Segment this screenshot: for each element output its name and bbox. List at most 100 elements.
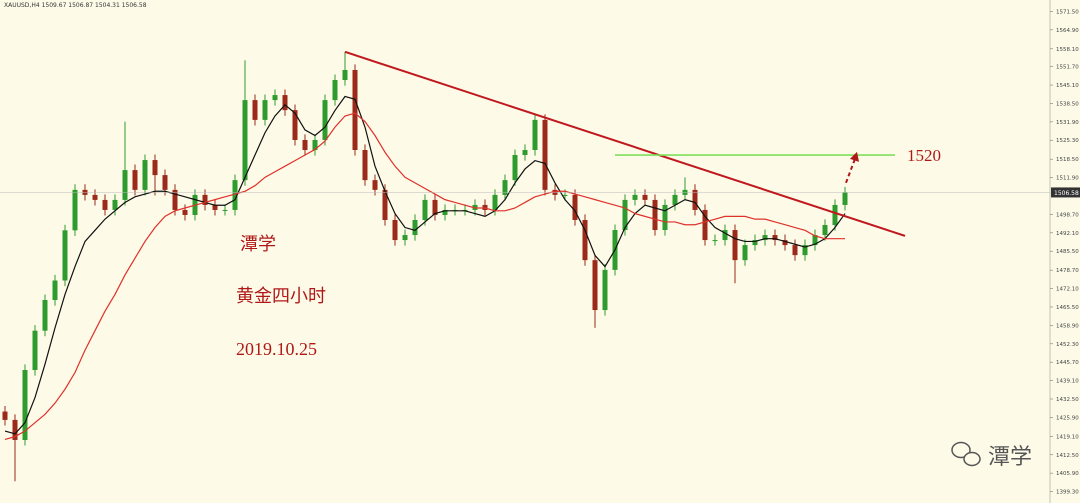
candle-body bbox=[702, 209, 708, 241]
candle-body bbox=[282, 95, 288, 111]
candle-body bbox=[602, 269, 608, 311]
forecast-arrow-head bbox=[850, 151, 859, 162]
y-tick-label: 1485.50 bbox=[1056, 249, 1079, 255]
candle-body bbox=[92, 194, 98, 200]
candle-body bbox=[302, 139, 308, 151]
candle-body bbox=[382, 189, 388, 220]
candle-body bbox=[752, 240, 758, 246]
candle-body bbox=[772, 235, 778, 241]
candle-body bbox=[442, 209, 448, 215]
candle-body bbox=[132, 170, 138, 190]
candle-body bbox=[322, 100, 328, 140]
moving-average bbox=[4, 112, 845, 441]
candle-body bbox=[332, 80, 338, 101]
candle-body bbox=[572, 194, 578, 220]
candle-body bbox=[22, 370, 28, 440]
candle-body bbox=[292, 110, 298, 140]
candle-body bbox=[62, 230, 68, 281]
candle-body bbox=[32, 330, 38, 371]
candle-body bbox=[802, 245, 808, 256]
candle-body bbox=[252, 100, 258, 120]
y-tick-label: 1531.90 bbox=[1056, 120, 1079, 126]
forecast-arrow bbox=[845, 158, 856, 184]
y-tick-label: 1525.30 bbox=[1056, 138, 1079, 144]
candle-body bbox=[542, 119, 548, 190]
y-tick-label: 1412.50 bbox=[1056, 453, 1079, 459]
candle-body bbox=[362, 150, 368, 181]
last-price-label: 1506.58 bbox=[1054, 190, 1079, 197]
candle-body bbox=[422, 199, 428, 220]
candle-body bbox=[212, 204, 218, 210]
candle-body bbox=[182, 209, 188, 215]
y-tick-label: 1498.70 bbox=[1056, 212, 1079, 218]
candle-body bbox=[742, 245, 748, 261]
y-tick-label: 1452.30 bbox=[1056, 342, 1079, 348]
y-tick-label: 1432.50 bbox=[1056, 397, 1079, 403]
candle-body bbox=[662, 204, 668, 231]
watermark: 潭学 bbox=[988, 445, 1032, 470]
candle-body bbox=[732, 230, 738, 261]
y-tick-label: 1551.70 bbox=[1056, 65, 1079, 71]
candle-body bbox=[492, 194, 498, 210]
candle-body bbox=[262, 100, 268, 120]
annotation: 潭学 bbox=[240, 234, 276, 254]
candle-body bbox=[622, 199, 628, 231]
candle-body bbox=[842, 192, 848, 205]
candle-body bbox=[142, 160, 148, 190]
candle-body bbox=[2, 411, 8, 420]
candle-body bbox=[812, 235, 818, 246]
y-tick-label: 1564.90 bbox=[1056, 28, 1079, 34]
candle-body bbox=[242, 100, 248, 181]
candle-body bbox=[532, 119, 538, 151]
candle-body bbox=[822, 225, 828, 236]
candle-body bbox=[522, 150, 528, 156]
candle-body bbox=[42, 300, 48, 331]
candle-body bbox=[152, 160, 158, 176]
moving-average bbox=[4, 95, 846, 435]
candle-body bbox=[792, 245, 798, 256]
y-tick-label: 1399.30 bbox=[1056, 490, 1079, 496]
candle-body bbox=[692, 189, 698, 210]
candle-body bbox=[172, 189, 178, 210]
y-tick-label: 1439.10 bbox=[1056, 379, 1079, 385]
trendline bbox=[344, 50, 906, 237]
y-tick-label: 1478.70 bbox=[1056, 268, 1079, 274]
candle-body bbox=[122, 170, 128, 200]
candle-body bbox=[722, 230, 728, 241]
candle-body bbox=[12, 419, 18, 440]
candle-body bbox=[502, 180, 508, 195]
candle-body bbox=[632, 194, 638, 200]
candle-body bbox=[652, 199, 658, 231]
candle-body bbox=[672, 194, 678, 205]
candle-body bbox=[562, 194, 568, 196]
candle-body bbox=[832, 204, 838, 226]
candle-body bbox=[112, 199, 118, 210]
y-tick-label: 1405.90 bbox=[1056, 471, 1079, 477]
y-tick-label: 1518.50 bbox=[1056, 157, 1079, 163]
y-tick-label: 1425.90 bbox=[1056, 415, 1079, 421]
candle-body bbox=[202, 194, 208, 205]
candle-body bbox=[782, 240, 788, 246]
y-tick-label: 1492.10 bbox=[1056, 231, 1079, 237]
annotation: 2019.10.25 bbox=[236, 339, 317, 359]
y-tick-label: 1465.50 bbox=[1056, 305, 1079, 311]
last-price-box bbox=[1051, 187, 1080, 198]
candle-body bbox=[712, 240, 718, 242]
y-tick-label: 1558.10 bbox=[1056, 47, 1079, 53]
symbol-header: XAUUSD,H4 1509.67 1506.87 1504.31 1506.5… bbox=[4, 2, 147, 9]
level-label: 1520 bbox=[907, 146, 941, 165]
y-tick-label: 1458.90 bbox=[1056, 323, 1079, 329]
candle-body bbox=[352, 69, 358, 151]
y-tick-label: 1445.70 bbox=[1056, 360, 1079, 366]
candle-body bbox=[72, 189, 78, 231]
y-tick-label: 1419.10 bbox=[1056, 434, 1079, 440]
candle-body bbox=[272, 95, 278, 101]
candle-body bbox=[642, 194, 648, 200]
candle-body bbox=[162, 175, 168, 190]
candle-body bbox=[52, 280, 58, 301]
y-tick-label: 1538.50 bbox=[1056, 101, 1079, 107]
wechat-icon bbox=[951, 441, 981, 467]
candle-body bbox=[222, 209, 228, 211]
